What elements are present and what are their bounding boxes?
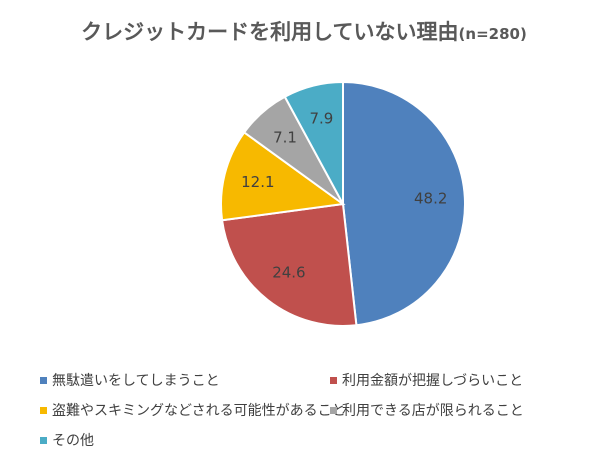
data-label-5: 7.9 bbox=[309, 109, 333, 127]
legend-label: 利用できる店が限られること bbox=[342, 403, 524, 419]
pie-slice-2 bbox=[220, 202, 358, 327]
legend-label: その他 bbox=[52, 433, 94, 449]
legend-swatch bbox=[40, 436, 47, 444]
data-label-3: 12.1 bbox=[241, 173, 274, 191]
chart-title-sample-size: (n=280) bbox=[458, 25, 527, 43]
legend-item-1: 無駄遣いをしてしまうこと bbox=[40, 372, 220, 390]
legend-item-4: 利用できる店が限られること bbox=[330, 402, 524, 420]
legend-label: 無駄遣いをしてしまうこと bbox=[52, 373, 220, 389]
legend-swatch bbox=[40, 406, 47, 414]
data-label-2: 24.6 bbox=[272, 264, 305, 282]
pie-chart: 48.2 24.6 12.1 7.1 7.9 bbox=[220, 80, 466, 327]
chart-title: クレジットカードを利用していない理由(n=280) bbox=[0, 16, 608, 46]
pie-slice-3 bbox=[220, 130, 346, 222]
legend-label: 利用金額が把握しづらいこと bbox=[342, 373, 524, 389]
legend-label: 盗難やスキミングなどされる可能性があること bbox=[52, 403, 346, 419]
legend-item-5: その他 bbox=[40, 432, 94, 450]
pie-slice-1 bbox=[342, 80, 466, 327]
legend-swatch bbox=[330, 376, 337, 384]
legend-item-2: 利用金額が把握しづらいこと bbox=[330, 372, 523, 390]
data-label-1: 48.2 bbox=[414, 190, 447, 208]
legend-swatch bbox=[330, 406, 337, 414]
data-label-4: 7.1 bbox=[273, 128, 297, 146]
chart-title-main: クレジットカードを利用していない理由 bbox=[81, 20, 459, 44]
legend-item-3: 盗難やスキミングなどされる可能性があること bbox=[40, 402, 346, 420]
legend-swatch bbox=[40, 376, 47, 384]
pie-slice-5 bbox=[283, 80, 344, 205]
